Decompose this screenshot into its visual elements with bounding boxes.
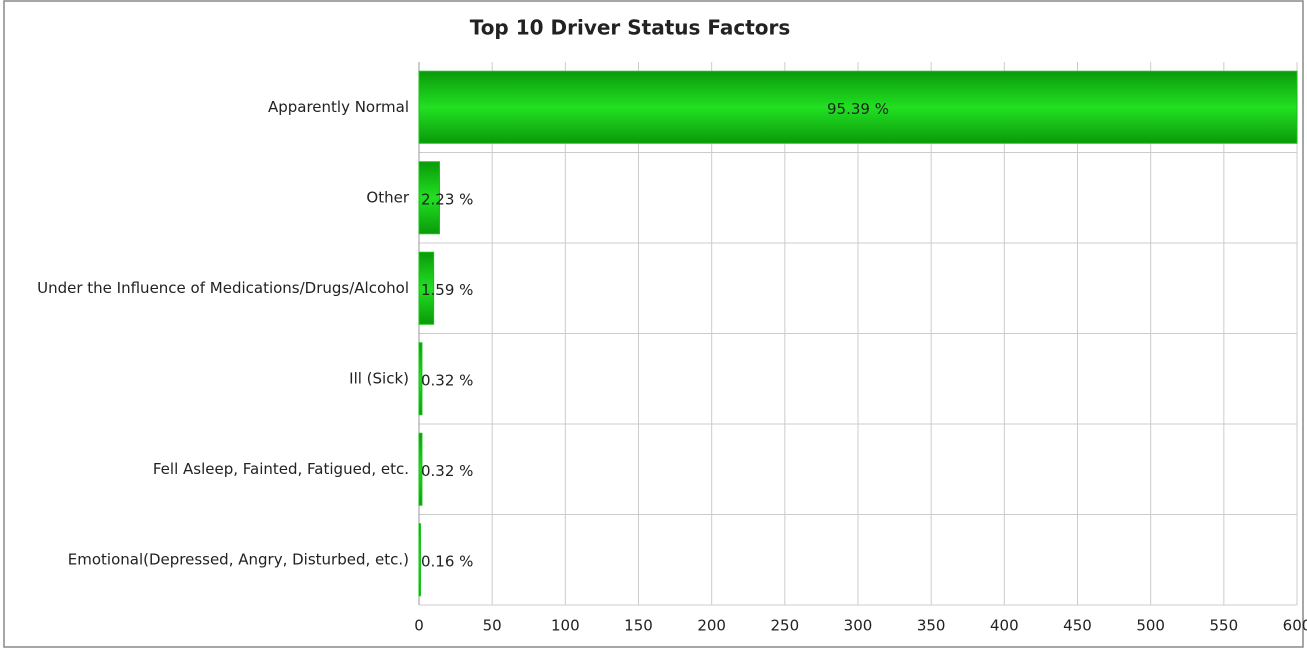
y-tick-label: Apparently Normal — [268, 98, 409, 116]
x-tick-label: 400 — [990, 617, 1019, 635]
y-tick-label: Fell Asleep, Fainted, Fatigued, etc. — [153, 460, 409, 478]
x-tick-label: 200 — [697, 617, 726, 635]
value-label: 2.23 % — [421, 190, 473, 208]
x-tick-label: 350 — [917, 617, 946, 635]
x-tick-label: 250 — [771, 617, 800, 635]
value-label: 0.32 % — [421, 462, 473, 480]
x-tick-label: 450 — [1063, 617, 1092, 635]
x-tick-label: 0 — [414, 617, 424, 635]
x-tick-label: 100 — [551, 617, 580, 635]
value-label: 1.59 % — [421, 281, 473, 299]
y-tick-label: Emotional(Depressed, Angry, Disturbed, e… — [68, 550, 409, 568]
x-tick-label: 500 — [1136, 617, 1165, 635]
bar — [418, 251, 435, 325]
value-label: 95.39 % — [827, 100, 889, 118]
x-tick-label: 550 — [1210, 617, 1239, 635]
y-tick-label: Ill (Sick) — [349, 369, 409, 387]
y-tick-label: Other — [366, 188, 409, 206]
x-tick-label: 50 — [483, 617, 502, 635]
x-tick-label: 600 — [1283, 617, 1307, 635]
bar — [418, 161, 440, 235]
x-tick-label: 150 — [624, 617, 653, 635]
chart-title: Top 10 Driver Status Factors — [470, 16, 791, 40]
value-label: 0.32 % — [421, 371, 473, 389]
x-tick-label: 300 — [844, 617, 873, 635]
bar — [418, 342, 423, 416]
bar — [418, 432, 423, 506]
bar — [418, 523, 421, 597]
y-tick-label: Under the Influence of Medications/Drugs… — [37, 279, 409, 297]
bar — [418, 70, 1298, 144]
value-label: 0.16 % — [421, 552, 473, 570]
